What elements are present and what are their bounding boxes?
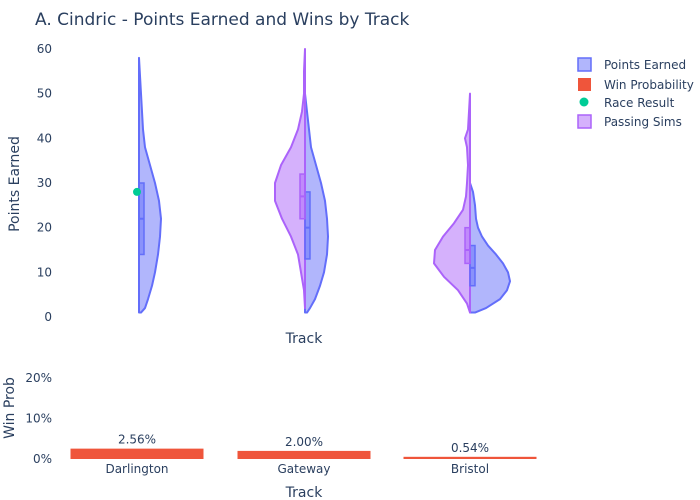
violins	[138, 48, 511, 314]
race-result-point-darlington	[133, 187, 141, 196]
legend-label-passing-sims: Passing Sims	[604, 115, 682, 129]
bottom-y-tick-2: 20%	[25, 371, 52, 385]
bar-label-darlington: 2.56%	[118, 433, 156, 447]
x-tick-darlington: Darlington	[105, 462, 168, 476]
legend-swatch-points-earned	[577, 57, 592, 72]
race-result-points	[133, 187, 141, 196]
box-points-earned-bristol	[469, 244, 476, 287]
top-y-axis-title: Points Earned	[7, 136, 23, 232]
legend-label-points-earned: Points Earned	[604, 58, 686, 72]
bar-label-gateway: 2.00%	[285, 435, 323, 449]
legend-item-points-earned[interactable]: Points Earned	[577, 57, 686, 72]
chart-title: A. Cindric - Points Earned and Wins by T…	[35, 10, 410, 30]
top-y-tick-0: 0	[44, 310, 52, 324]
legend-item-race-result[interactable]: Race Result	[579, 96, 675, 110]
top-y-tick-40: 40	[37, 131, 52, 145]
top-y-tick-10: 10	[37, 265, 52, 279]
violin-points-earned-bristol	[469, 182, 511, 314]
bar-bristol	[403, 456, 537, 459]
top-y-ticks: 0 10 20 30 40 50 60	[37, 42, 52, 324]
legend-swatch-race-result	[579, 97, 589, 107]
legend: Points Earned Win Probability Race Resul…	[577, 57, 694, 129]
box-passing-sims-bristol	[464, 226, 471, 265]
legend-item-passing-sims[interactable]: Passing Sims	[577, 114, 682, 129]
x-tick-gateway: Gateway	[277, 462, 330, 476]
top-x-axis-title: Track	[285, 331, 324, 347]
legend-label-race-result: Race Result	[604, 96, 675, 110]
bottom-x-ticks: Darlington Gateway Bristol	[105, 462, 489, 476]
legend-item-win-probability[interactable]: Win Probability	[578, 78, 694, 92]
bar-gateway	[237, 450, 371, 459]
top-y-tick-30: 30	[37, 176, 52, 190]
top-y-tick-50: 50	[37, 87, 52, 101]
legend-swatch-win-probability	[578, 78, 591, 91]
bottom-y-ticks: 0% 10% 20%	[25, 371, 52, 466]
x-tick-bristol: Bristol	[451, 462, 489, 476]
bar-label-bristol: 0.54%	[451, 441, 489, 455]
bottom-y-tick-0: 0%	[33, 452, 52, 466]
bottom-y-axis-title: Win Prob	[2, 377, 18, 439]
bar-darlington	[70, 448, 204, 459]
win-prob-bars: 2.56% 2.00% 0.54%	[70, 433, 537, 459]
top-y-tick-20: 20	[37, 221, 52, 235]
violin-passing-sims-bristol	[433, 92, 471, 314]
bottom-x-axis-title: Track	[285, 485, 324, 500]
top-y-tick-60: 60	[37, 42, 52, 56]
bottom-y-tick-1: 10%	[25, 412, 52, 426]
legend-label-win-probability: Win Probability	[604, 78, 694, 92]
legend-swatch-passing-sims	[577, 114, 592, 129]
boxes	[138, 173, 476, 287]
box-points-earned-gateway	[304, 191, 311, 260]
